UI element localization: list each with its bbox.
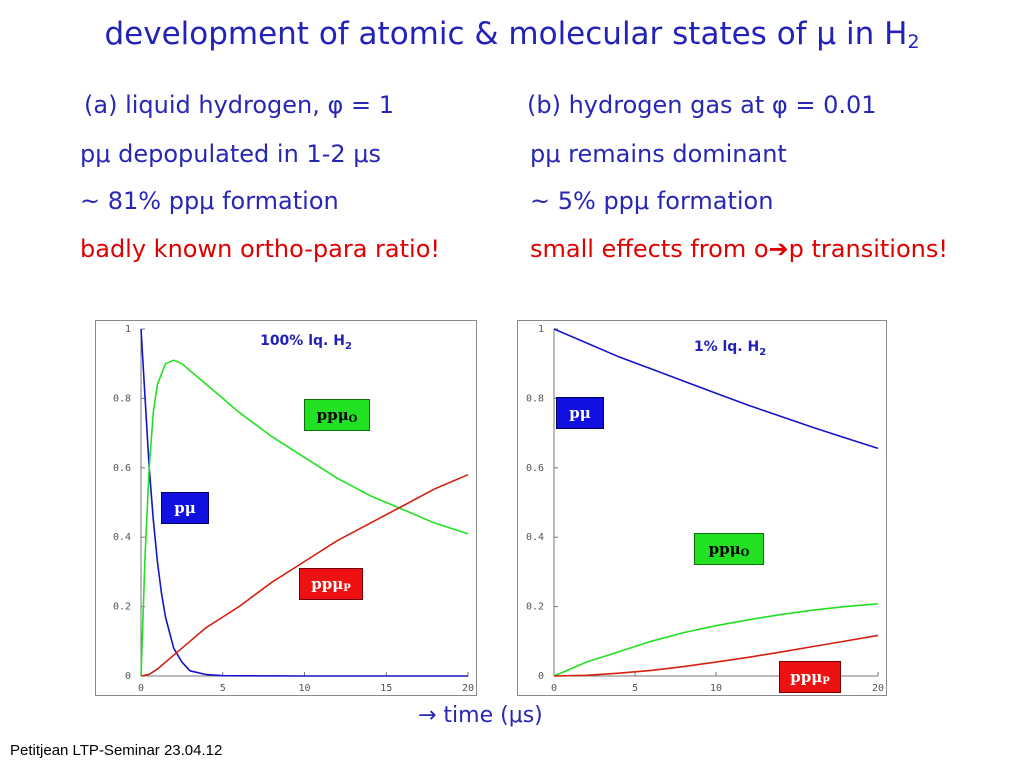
x-tick-label: 20 xyxy=(462,683,474,694)
label-ppmu-o-liquid-text: ppμ xyxy=(316,406,349,424)
slide-title-subscript: 2 xyxy=(907,31,920,53)
label-pmu-gas: pμ xyxy=(556,397,604,429)
y-tick-label: 0.6 xyxy=(113,463,131,474)
series-line-ppmu-o xyxy=(140,359,469,677)
y-tick-label: 1 xyxy=(125,324,131,335)
label-ppmu-o-gas-text: ppμ xyxy=(708,540,741,558)
x-tick-label: 10 xyxy=(298,683,310,694)
right-line-3: small effects from o➔p transitions! xyxy=(530,235,948,263)
label-ppmu-p-gas: ppμP xyxy=(779,661,841,693)
label-ppmu-p-liquid: ppμP xyxy=(299,568,363,600)
right-line-3-start: small effects from o xyxy=(530,235,769,263)
arrow-icon: ➔ xyxy=(768,235,789,263)
right-line-2: ~ 5% ppμ formation xyxy=(530,187,774,215)
series-line-ppmu-p xyxy=(140,473,469,677)
right-line-1: pμ remains dominant xyxy=(530,140,787,168)
series-line-pmu xyxy=(553,328,879,450)
label-pmu-gas-text: pμ xyxy=(569,404,591,422)
y-tick-label: 0.2 xyxy=(113,602,131,613)
chart-title: 100% lq. H2 xyxy=(260,333,352,352)
y-tick-label: 0 xyxy=(538,671,544,682)
label-ppmu-p-gas-sub: P xyxy=(822,676,830,687)
label-ppmu-p-liquid-text: ppμ xyxy=(311,575,344,593)
x-tick-label: 5 xyxy=(220,683,226,694)
label-ppmu-o-gas-sub: O xyxy=(740,548,750,559)
label-ppmu-o-liquid: ppμO xyxy=(304,399,370,431)
chart-title: 1% lq. H2 xyxy=(694,339,766,358)
slide-title-text: development of atomic & molecular states… xyxy=(104,16,908,52)
x-tick-label: 0 xyxy=(138,683,144,694)
series-line-ppmu-o xyxy=(553,603,879,677)
x-tick-label: 10 xyxy=(710,683,722,694)
slide-title: development of atomic & molecular states… xyxy=(0,16,1024,53)
label-pmu-liquid: pμ xyxy=(161,492,209,524)
left-heading: (a) liquid hydrogen, φ = 1 xyxy=(84,91,394,119)
right-heading: (b) hydrogen gas at φ = 0.01 xyxy=(527,91,877,119)
y-tick-label: 0.4 xyxy=(526,532,544,543)
y-tick-label: 0.8 xyxy=(113,393,131,404)
right-line-3-end: p transitions! xyxy=(788,235,948,263)
chart-panel-liquid: 0 0.2 0.4 0.6 0.8 1 0 5 10 15 20 100% lq. H2 xyxy=(95,320,477,696)
left-line-1: pμ depopulated in 1-2 μs xyxy=(80,140,382,168)
left-line-2: ~ 81% ppμ formation xyxy=(80,187,339,215)
y-tick-label: 0 xyxy=(125,671,131,682)
x-tick-label: 20 xyxy=(872,683,884,694)
x-tick-label: 15 xyxy=(380,683,392,694)
y-tick-label: 0.2 xyxy=(526,602,544,613)
label-pmu-liquid-text: pμ xyxy=(174,499,196,517)
label-ppmu-o-liquid-sub: O xyxy=(348,414,358,425)
series-line-pmu xyxy=(140,328,468,677)
x-axis-caption: → time (μs) xyxy=(418,703,543,728)
label-ppmu-o-gas: ppμO xyxy=(694,533,764,565)
y-tick-label: 1 xyxy=(538,324,544,335)
series-line-ppmu-p xyxy=(553,634,879,677)
footer-text: Petitjean LTP-Seminar 23.04.12 xyxy=(10,742,223,759)
left-line-3: badly known ortho-para ratio! xyxy=(80,235,440,263)
y-tick-label: 0.8 xyxy=(526,393,544,404)
y-tick-label: 0.6 xyxy=(526,463,544,474)
y-tick-label: 0.4 xyxy=(113,532,131,543)
label-ppmu-p-gas-text: ppμ xyxy=(790,668,823,686)
label-ppmu-p-liquid-sub: P xyxy=(343,583,351,594)
x-tick-label: 0 xyxy=(551,683,557,694)
x-tick-label: 5 xyxy=(632,683,638,694)
